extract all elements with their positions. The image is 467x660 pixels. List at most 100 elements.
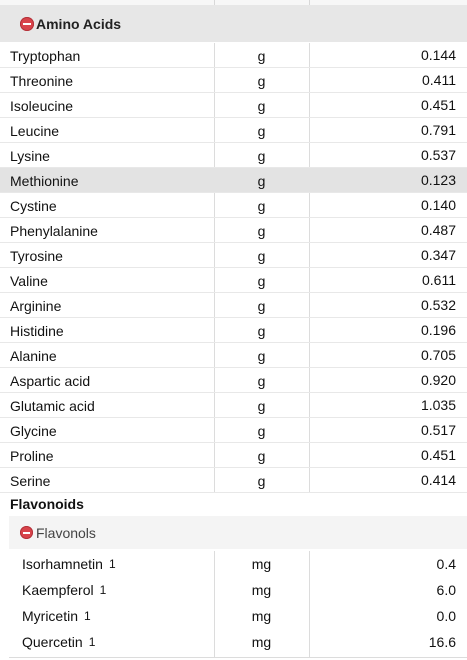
nutrient-unit: g [257,448,266,464]
table-row: Threonine g 0.411 [0,68,467,93]
footnote-link[interactable]: 1 [108,557,116,571]
table-row-highlighted: Methionine g 0.123 [0,168,467,193]
column-divider [309,551,310,657]
nutrient-name: Isorhamnetin 1 [22,556,116,572]
top-strip [0,0,467,5]
nutrient-name-text: Kaempferol [22,582,94,598]
nutrient-value: 0.611 [422,272,456,288]
nutrient-value: 16.6 [428,634,456,650]
table-row: Leucine g 0.791 [0,118,467,143]
nutrient-unit: g [257,423,266,439]
column-divider [214,0,215,5]
table-bottom-border [9,657,467,658]
nutrient-unit: g [257,348,266,364]
nutrient-name: Arginine [10,298,62,314]
nutrient-value: 1.035 [420,397,456,413]
nutrient-value: 0.920 [420,372,456,388]
nutrient-unit: g [257,198,266,214]
nutrient-unit: mg [251,608,272,624]
nutrient-name: Glycine [10,423,57,439]
table-row: Kaempferol 1 mg 6.0 [9,577,467,603]
nutrient-value: 0.414 [420,472,456,488]
nutrient-name: Phenylalanine [10,223,98,239]
minus-circle-icon[interactable] [20,16,34,31]
table-row: Alanine g 0.705 [0,343,467,368]
nutrient-value: 0.196 [420,322,456,338]
nutrient-name: Aspartic acid [10,373,91,389]
amino-acids-header[interactable]: Amino Acids [0,5,467,42]
nutrient-value: 0.0 [436,608,456,624]
nutrient-value: 0.4 [436,556,456,572]
nutrient-unit: mg [251,582,272,598]
table-row: Cystine g 0.140 [0,193,467,218]
nutrient-value: 6.0 [436,582,456,598]
nutrient-name: Kaempferol 1 [22,582,106,598]
nutrient-value: 0.451 [420,97,456,113]
table-row: Phenylalanine g 0.487 [0,218,467,243]
nutrient-name: Leucine [10,123,60,139]
nutrient-name: Lysine [10,148,50,164]
nutrient-name: Tyrosine [10,248,63,264]
nutrient-unit: g [257,298,266,314]
nutrient-name: Threonine [10,73,74,89]
nutrient-unit: g [257,73,266,89]
nutrient-value: 0.537 [420,147,456,163]
flavonols-header[interactable]: Flavonols [9,516,467,549]
nutrient-unit: g [257,223,266,239]
nutrient-value: 0.451 [420,447,456,463]
table-row: Glycine g 0.517 [0,418,467,443]
table-row: Lysine g 0.537 [0,143,467,168]
nutrient-name: Glutamic acid [10,398,95,414]
nutrient-name: Methionine [10,173,79,189]
nutrient-name-text: Myricetin [22,608,79,624]
nutrient-value: 0.532 [420,297,456,313]
nutrient-name: Serine [10,473,51,489]
nutrient-unit: mg [251,634,272,650]
table-row: Serine g 0.414 [0,468,467,493]
nutrient-unit: g [257,148,266,164]
nutrient-value: 0.411 [422,72,456,88]
nutrient-value: 0.347 [420,247,456,263]
flavonoids-title: Flavonoids [10,496,84,512]
nutrient-name: Cystine [10,198,57,214]
table-row: Aspartic acid g 0.920 [0,368,467,393]
nutrient-name: Alanine [10,348,57,364]
section-title: Amino Acids [36,15,122,32]
nutrient-unit: g [257,398,266,414]
subsection-title: Flavonols [36,524,96,541]
table-row: Proline g 0.451 [0,443,467,468]
nutrient-unit: g [257,248,266,264]
table-row: Isoleucine g 0.451 [0,93,467,118]
minus-circle-icon[interactable] [20,526,33,539]
nutrient-value: 0.123 [420,172,456,188]
nutrient-unit: g [257,373,266,389]
table-row: Arginine g 0.532 [0,293,467,318]
nutrient-unit: g [257,323,266,339]
footnote-link[interactable]: 1 [88,635,96,649]
table-row: Glutamic acid g 1.035 [0,393,467,418]
flavonols-table: Isorhamnetin 1 mg 0.4 Kaempferol 1 mg 6.0 … [9,551,467,655]
nutrient-unit: g [257,473,266,489]
nutrient-name: Isoleucine [10,98,74,114]
nutrient-unit: g [257,273,266,289]
table-row: Histidine g 0.196 [0,318,467,343]
footnote-link[interactable]: 1 [99,583,107,597]
column-divider [214,551,215,657]
nutrient-name: Valine [10,273,48,289]
nutrient-name: Histidine [10,323,64,339]
nutrient-name: Quercetin 1 [22,634,95,650]
nutrient-value: 0.140 [420,197,456,213]
column-divider [309,0,310,5]
nutrient-value: 0.487 [420,222,456,238]
nutrient-value: 0.705 [420,347,456,363]
nutrient-value: 0.144 [420,47,456,63]
table-row: Isorhamnetin 1 mg 0.4 [9,551,467,577]
nutrient-unit: g [257,98,266,114]
footnote-link[interactable]: 1 [84,609,91,623]
amino-acids-table: Tryptophan g 0.144 Threonine g 0.411 Iso… [0,43,467,493]
nutrient-unit: g [257,173,266,189]
nutrient-unit: g [257,123,266,139]
nutrient-unit: mg [251,556,272,572]
table-row: Valine g 0.611 [0,268,467,293]
nutrient-name-text: Isorhamnetin [22,556,103,572]
